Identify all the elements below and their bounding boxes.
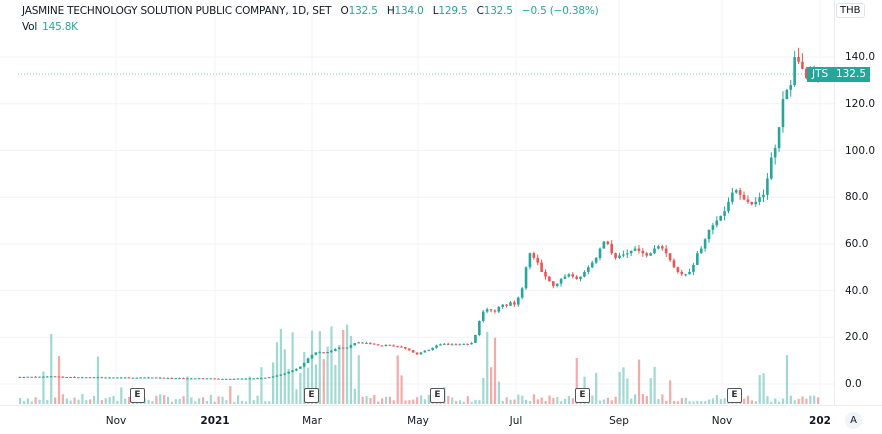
- chart-legend: JASMINE TECHNOLOGY SOLUTION PUBLIC COMPA…: [22, 4, 599, 35]
- time-tick-label: Nov: [105, 415, 127, 427]
- change-value: −0.5 (−0.38%): [521, 5, 599, 17]
- low-value: 129.5: [438, 5, 468, 17]
- time-tick-label: 202: [809, 415, 831, 427]
- auto-scale-button[interactable]: A: [845, 412, 862, 429]
- open-value: 132.5: [348, 5, 378, 17]
- price-chart-canvas[interactable]: [0, 0, 834, 405]
- price-tick-label: 40.0: [845, 284, 869, 297]
- earnings-icon[interactable]: E: [575, 388, 590, 403]
- price-tag-symbol: JTS: [812, 68, 829, 80]
- close-value: 132.5: [483, 5, 513, 17]
- time-tick-label: Jul: [509, 415, 523, 427]
- high-value: 134.0: [394, 5, 424, 17]
- earnings-icon[interactable]: E: [130, 388, 145, 403]
- currency-badge[interactable]: THB: [836, 3, 865, 18]
- legend-row-volume: Vol 145.8K: [22, 20, 599, 35]
- price-tick-label: 80.0: [845, 191, 869, 204]
- volume-value: 145.8K: [42, 21, 78, 33]
- time-tick-label: Mar: [302, 415, 322, 427]
- price-tick-label: 140.0: [845, 51, 876, 64]
- open-label: O: [340, 5, 349, 17]
- price-tick-label: 0.0: [845, 378, 862, 390]
- time-tick-label: Nov: [711, 415, 733, 427]
- time-axis[interactable]: A Nov 2021 Mar May Jul Sep Nov 202: [0, 405, 882, 434]
- last-price-tag: JTS 132.5: [807, 67, 870, 82]
- price-tick-label: 20.0: [845, 331, 869, 344]
- time-tick-label: 2021: [200, 415, 230, 427]
- time-tick-label: Sep: [609, 415, 629, 427]
- price-tick-label: 100.0: [845, 144, 876, 157]
- legend-row-ohlc: JASMINE TECHNOLOGY SOLUTION PUBLIC COMPA…: [22, 4, 599, 19]
- high-label: H: [386, 5, 395, 17]
- price-tick-label: 120.0: [845, 97, 876, 110]
- earnings-icon[interactable]: E: [304, 388, 319, 403]
- time-tick-label: May: [407, 415, 429, 427]
- earnings-icon[interactable]: E: [430, 388, 445, 403]
- price-tag-value: 132.5: [835, 68, 866, 80]
- price-axis[interactable]: 140.0 120.0 100.0 80.0 60.0 40.0 20.0 0.0: [834, 0, 882, 405]
- volume-label: Vol: [22, 21, 38, 33]
- earnings-icon[interactable]: E: [727, 388, 742, 403]
- close-label: C: [476, 5, 484, 17]
- symbol-title: JASMINE TECHNOLOGY SOLUTION PUBLIC COMPA…: [22, 5, 332, 17]
- low-label: L: [432, 5, 439, 17]
- price-tick-label: 60.0: [845, 237, 869, 250]
